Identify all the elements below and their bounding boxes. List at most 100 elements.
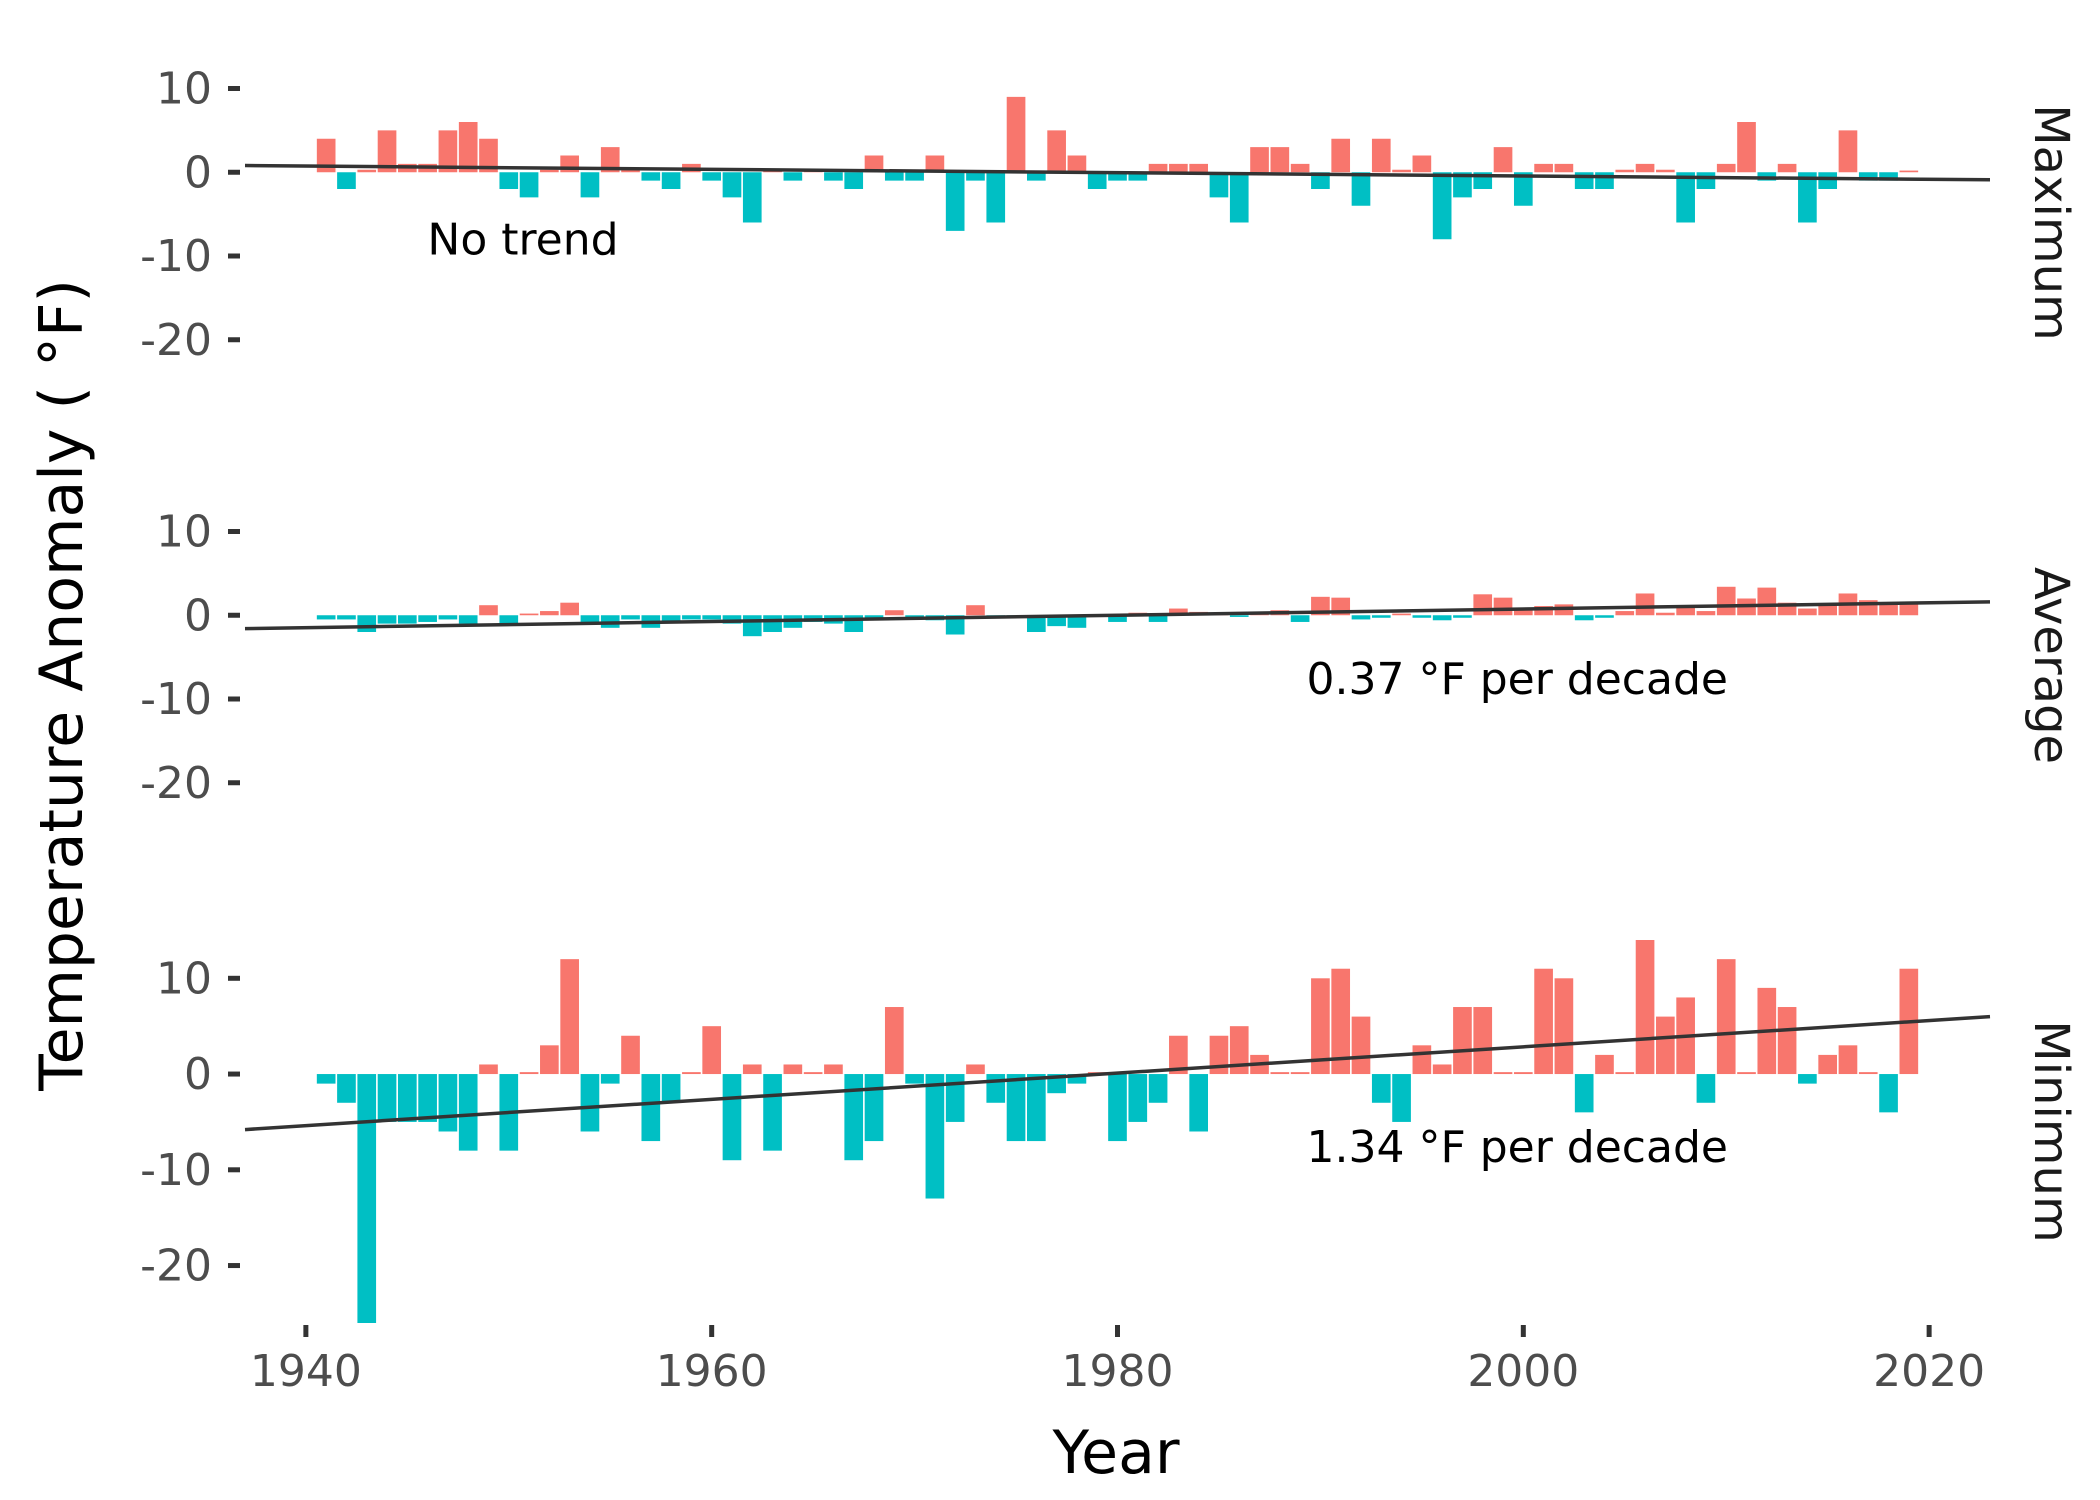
bar [1148, 1074, 1168, 1103]
bar [1189, 163, 1208, 173]
bar [479, 138, 498, 173]
bar [742, 1064, 762, 1075]
bar [844, 1074, 864, 1161]
bar [763, 1074, 782, 1151]
bar [1696, 1074, 1716, 1103]
bar [600, 147, 620, 173]
x-axis-title: Year [1051, 1418, 1179, 1488]
bar [1169, 608, 1188, 616]
bar [1798, 1074, 1817, 1084]
bar [1067, 615, 1087, 628]
bar [1595, 1054, 1614, 1075]
bar [438, 130, 458, 173]
bar [905, 615, 924, 618]
bar [884, 610, 904, 616]
strip-label: Average [2023, 567, 2079, 764]
bar [1838, 1045, 1858, 1075]
bar [600, 1074, 620, 1084]
bar [580, 172, 600, 198]
bar [1534, 606, 1553, 616]
bar [1371, 1074, 1391, 1103]
bar [1250, 147, 1269, 173]
bar [499, 172, 519, 189]
bar [824, 172, 843, 181]
bar [397, 615, 417, 624]
bar [986, 1074, 1006, 1103]
y-tick-label: -10 [140, 674, 212, 725]
bar [1311, 172, 1330, 189]
bar [966, 605, 985, 616]
bar [1696, 611, 1716, 616]
trend-line [244, 1014, 1991, 1132]
bar [1838, 130, 1858, 173]
bar [1128, 172, 1148, 181]
trend-line [244, 600, 1991, 631]
bar [1513, 1072, 1533, 1075]
bar [1716, 586, 1736, 616]
bar [742, 172, 762, 223]
bar [1311, 978, 1330, 1075]
bar [580, 615, 600, 622]
bar [1392, 169, 1411, 173]
bar [1513, 608, 1533, 616]
bar [1108, 1074, 1127, 1142]
bar [844, 172, 864, 189]
bar [1879, 172, 1898, 181]
bar [1473, 594, 1493, 616]
bar [1432, 172, 1452, 240]
chart-panels: 10 0 -10 -20 No trend Maximum 10 0 -10 -20 0.37 °F… [140, 64, 2079, 1323]
bar [702, 172, 722, 181]
bar [1757, 587, 1777, 616]
bar [1290, 1072, 1310, 1075]
strip-label: Minimum [2023, 1020, 2079, 1242]
bar [1331, 138, 1351, 173]
bar [1676, 606, 1695, 616]
panel-maximum: 10 0 -10 -20 No trend Maximum [140, 64, 2079, 366]
bar [1290, 163, 1310, 173]
bar [945, 1074, 965, 1122]
bar [357, 615, 377, 632]
bar [1027, 172, 1046, 181]
bar [316, 1074, 336, 1084]
bar [1108, 172, 1127, 181]
bar [377, 1074, 397, 1122]
bar [357, 169, 377, 173]
bar [905, 1074, 924, 1084]
bar [803, 1072, 823, 1075]
bar [540, 611, 559, 616]
bar [945, 172, 965, 231]
bar [1656, 612, 1675, 616]
y-axis-title: Temperature Anomaly ( °F) [27, 279, 97, 1092]
x-tick-label: 2020 [1873, 1346, 1985, 1397]
bar [1128, 1074, 1148, 1122]
bar [357, 1074, 377, 1323]
y-tick-label: -20 [140, 758, 212, 809]
bar [1574, 615, 1594, 621]
bar [1899, 170, 1919, 173]
bar [1412, 615, 1432, 618]
bar [1574, 1074, 1594, 1113]
bar [1879, 602, 1898, 616]
bar [1229, 172, 1249, 223]
bar [1595, 615, 1614, 618]
y-tick-label: 10 [156, 953, 212, 1004]
bar [377, 130, 397, 173]
bar [479, 605, 498, 616]
bar [1595, 172, 1614, 189]
bar [1290, 615, 1310, 622]
bar [1453, 172, 1472, 198]
bar [519, 1072, 539, 1075]
bar [1737, 122, 1756, 173]
bar [763, 615, 782, 632]
bar [925, 1074, 945, 1199]
bar [418, 1074, 437, 1122]
bar [986, 172, 1006, 223]
bar [1432, 615, 1452, 621]
bar [1006, 1074, 1026, 1142]
bar [580, 1074, 600, 1132]
y-tick-label: 10 [156, 64, 212, 115]
bar [1047, 130, 1066, 173]
bar [1169, 163, 1188, 173]
bar [702, 1026, 722, 1075]
